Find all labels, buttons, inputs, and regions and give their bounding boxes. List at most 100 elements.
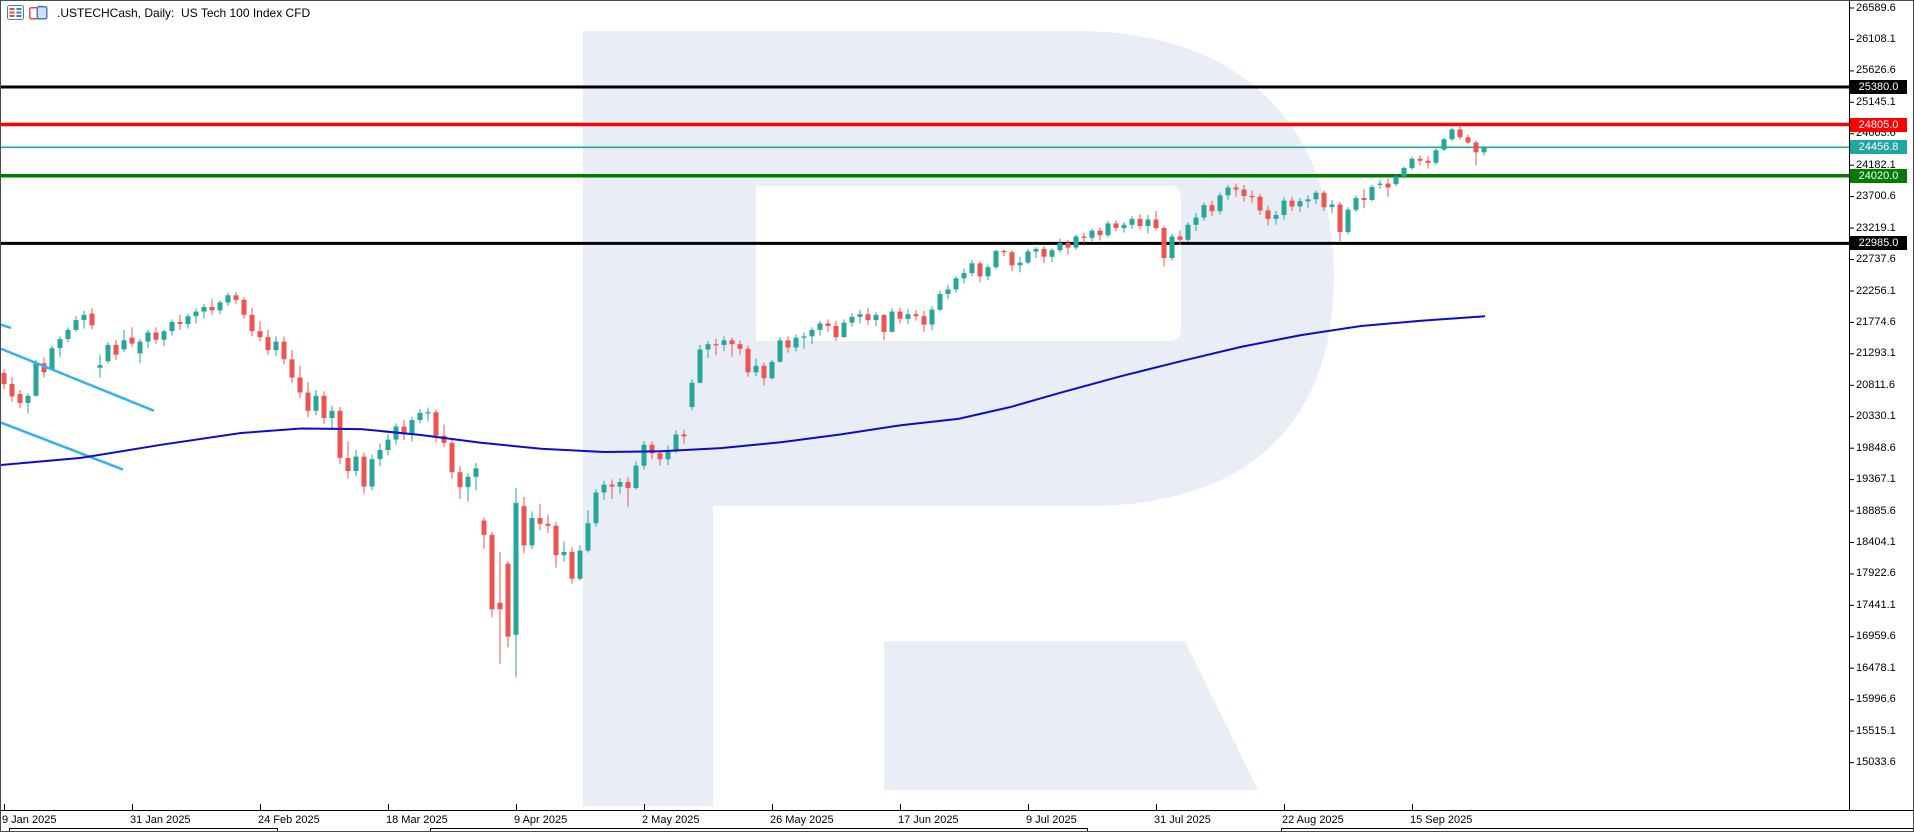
chart-tab-top[interactable] xyxy=(1281,828,1913,831)
trendline-3[interactable] xyxy=(1,323,12,330)
candle xyxy=(129,327,135,347)
candle xyxy=(513,487,519,678)
price-tick-label: 16959.6 xyxy=(1856,630,1896,643)
candle xyxy=(1225,184,1231,200)
level-badge: 24805.0 xyxy=(1850,117,1907,132)
price-tick-label: 21293.1 xyxy=(1856,347,1896,360)
chart-tab-top[interactable] xyxy=(9,828,278,831)
candle xyxy=(857,309,863,324)
candle xyxy=(497,551,503,665)
candle xyxy=(961,268,967,284)
candle xyxy=(809,327,815,345)
candle xyxy=(625,477,631,507)
candle xyxy=(305,382,311,418)
candle xyxy=(17,390,23,409)
candle xyxy=(1041,246,1047,264)
candle xyxy=(729,337,735,357)
chart-title: .USTECHCash, Daily: US Tech 100 Index CF… xyxy=(57,5,311,20)
candle xyxy=(177,314,183,330)
candle xyxy=(241,297,247,319)
candle xyxy=(769,359,775,380)
watermark-letter-r xyxy=(583,31,1334,806)
candle xyxy=(1193,213,1199,232)
candle xyxy=(145,329,151,349)
level-badge: 22985.0 xyxy=(1850,236,1907,251)
candle xyxy=(969,260,975,277)
candle xyxy=(57,336,63,358)
price-tick-label: 19367.1 xyxy=(1856,473,1896,486)
candle xyxy=(1241,184,1247,202)
price-tick-label: 22256.1 xyxy=(1856,284,1896,297)
candle xyxy=(1017,256,1023,273)
candle xyxy=(1169,233,1175,261)
candle xyxy=(577,545,583,581)
candle xyxy=(385,434,391,456)
candle xyxy=(649,441,655,460)
candle xyxy=(281,336,287,365)
candle xyxy=(601,480,607,500)
candle xyxy=(881,314,887,341)
candle xyxy=(953,276,959,293)
candle xyxy=(841,319,847,338)
candle xyxy=(1337,201,1343,242)
candle xyxy=(1089,228,1095,242)
candle xyxy=(1137,214,1143,230)
candle xyxy=(1121,222,1127,233)
candle xyxy=(1185,222,1191,243)
tab-bar-strip[interactable] xyxy=(1,827,1913,831)
candle xyxy=(633,461,639,490)
price-tick-label: 16478.1 xyxy=(1856,661,1896,674)
candle xyxy=(1465,134,1471,145)
candle xyxy=(913,310,919,321)
trendline-1[interactable] xyxy=(1,347,155,412)
price-tick-label: 21774.6 xyxy=(1856,315,1896,328)
candle xyxy=(289,350,295,383)
date-tick-label: 26 May 2025 xyxy=(770,814,834,826)
candle xyxy=(409,416,415,442)
candle xyxy=(257,321,263,342)
candle xyxy=(929,306,935,331)
candle xyxy=(1457,126,1463,140)
moving-average xyxy=(1,315,1486,466)
candle xyxy=(681,429,687,444)
candle xyxy=(1257,194,1263,215)
price-tick-label: 20330.1 xyxy=(1856,410,1896,423)
candle xyxy=(1065,239,1071,255)
candle xyxy=(657,450,663,466)
candle xyxy=(1209,200,1215,217)
candle xyxy=(745,345,751,377)
candle xyxy=(849,312,855,327)
candle xyxy=(449,439,455,479)
candle xyxy=(353,450,359,477)
candle xyxy=(65,327,71,343)
level-badge: 24020.0 xyxy=(1850,168,1907,183)
candle xyxy=(593,489,599,527)
candle xyxy=(1217,192,1223,215)
candle xyxy=(401,420,407,441)
candle xyxy=(561,541,567,562)
candle xyxy=(321,391,327,424)
candle xyxy=(1353,195,1359,212)
candle xyxy=(705,341,711,358)
candle xyxy=(1073,234,1079,250)
candle xyxy=(425,407,431,422)
candle xyxy=(1,369,7,390)
candle xyxy=(1145,215,1151,234)
candle xyxy=(193,308,199,324)
candle xyxy=(49,345,55,371)
candle xyxy=(169,319,175,336)
price-tick-label: 23700.6 xyxy=(1856,190,1896,203)
chart-tab-top[interactable] xyxy=(430,828,1088,831)
candle xyxy=(545,514,551,533)
candle xyxy=(825,319,831,332)
candle xyxy=(1297,198,1303,213)
candle xyxy=(1161,226,1167,267)
current-price-badge: 24456.8 xyxy=(1850,140,1907,155)
chart-header: .USTECHCash, Daily: US Tech 100 Index CF… xyxy=(7,5,310,20)
candle xyxy=(777,337,783,363)
candle xyxy=(1289,196,1295,211)
candle xyxy=(1009,250,1015,272)
candle xyxy=(1481,146,1487,156)
trendline-2[interactable] xyxy=(1,421,124,471)
